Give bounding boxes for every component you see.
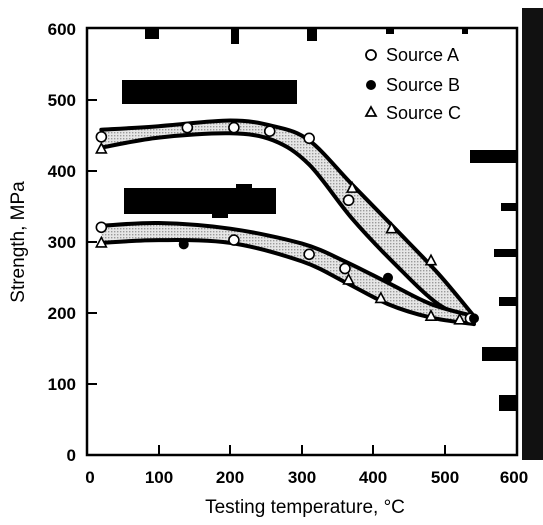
data-point: [424, 253, 438, 266]
data-point: [303, 248, 315, 261]
data-point: [342, 272, 355, 285]
data-point: [181, 121, 194, 134]
scatter-bands: [99, 118, 476, 327]
top-tick-mark: [231, 28, 239, 44]
data-point: [469, 313, 479, 324]
data-point: [339, 262, 351, 275]
scatter-band-edge: [99, 220, 476, 319]
y-tick-label: 300: [48, 233, 76, 252]
right-edge-bar: [522, 8, 543, 460]
right-tick-block: [482, 347, 517, 361]
scatter-band-edge: [99, 238, 476, 327]
legend-marker-filled-circle: [366, 80, 376, 90]
y-tick-label: 600: [48, 20, 76, 39]
data-point: [342, 194, 355, 207]
right-tick-block: [499, 297, 517, 306]
legend-label: Source A: [386, 45, 459, 65]
legend-item-source-a: Source A: [365, 45, 459, 65]
data-points: [95, 121, 479, 325]
data-point: [95, 141, 108, 154]
data-point: [345, 180, 359, 193]
right-tick-marks: [470, 150, 517, 411]
top-tick-mark: [145, 28, 159, 39]
scatter-band-edge: [99, 131, 476, 322]
redaction-box: [122, 80, 297, 104]
legend-marker-open-triangle: [364, 105, 378, 117]
redaction-box: [236, 184, 252, 192]
x-tick-label: 300: [288, 468, 316, 487]
x-tick-label: 600: [500, 468, 528, 487]
right-tick-block: [470, 150, 517, 163]
legend: Source A Source B Source C: [352, 34, 504, 126]
scatter-band-fill: [101, 120, 475, 320]
legend-item-source-b: Source B: [366, 75, 460, 95]
data-point: [263, 125, 276, 137]
y-tick-labels: 0 100 200 300 400 500 600: [48, 20, 76, 465]
legend-marker-open-circle: [365, 49, 377, 61]
y-tick-label: 500: [48, 91, 76, 110]
x-tick-label: 400: [359, 468, 387, 487]
data-point: [178, 239, 189, 250]
legend-label: Source B: [386, 75, 460, 95]
data-point: [424, 309, 438, 322]
data-point: [385, 221, 398, 234]
legend-item-source-c: Source C: [364, 103, 461, 123]
legend-label: Source C: [386, 103, 461, 123]
redaction-box: [124, 188, 276, 214]
x-tick-label: 0: [85, 468, 94, 487]
data-point: [453, 312, 466, 325]
data-point: [95, 235, 108, 248]
x-tick-label: 500: [431, 468, 459, 487]
y-tick-label: 200: [48, 304, 76, 323]
bottom-tick-marks: [158, 445, 446, 455]
left-tick-marks: [87, 99, 97, 385]
right-tick-block: [494, 249, 517, 257]
x-axis-title: Testing temperature, °C: [205, 497, 405, 518]
x-tick-label: 200: [216, 468, 244, 487]
data-point: [374, 291, 388, 304]
data-point: [95, 221, 108, 234]
data-point: [228, 121, 240, 134]
top-tick-mark: [307, 28, 317, 41]
data-point: [95, 131, 108, 143]
right-tick-block: [499, 395, 517, 411]
data-point: [303, 132, 315, 145]
right-tick-block: [501, 203, 517, 211]
y-axis-title: Strength, MPa: [8, 181, 29, 303]
x-tick-labels: 0 100 200 300 400 500 600: [85, 468, 528, 487]
y-tick-label: 400: [48, 162, 76, 181]
y-tick-label: 100: [48, 375, 76, 394]
redaction-box: [212, 210, 228, 218]
data-point: [383, 272, 393, 283]
y-tick-label: 0: [67, 446, 76, 465]
data-point: [228, 234, 240, 246]
x-tick-label: 100: [145, 468, 173, 487]
redaction-boxes: [122, 80, 297, 218]
legend-background: [352, 34, 504, 126]
